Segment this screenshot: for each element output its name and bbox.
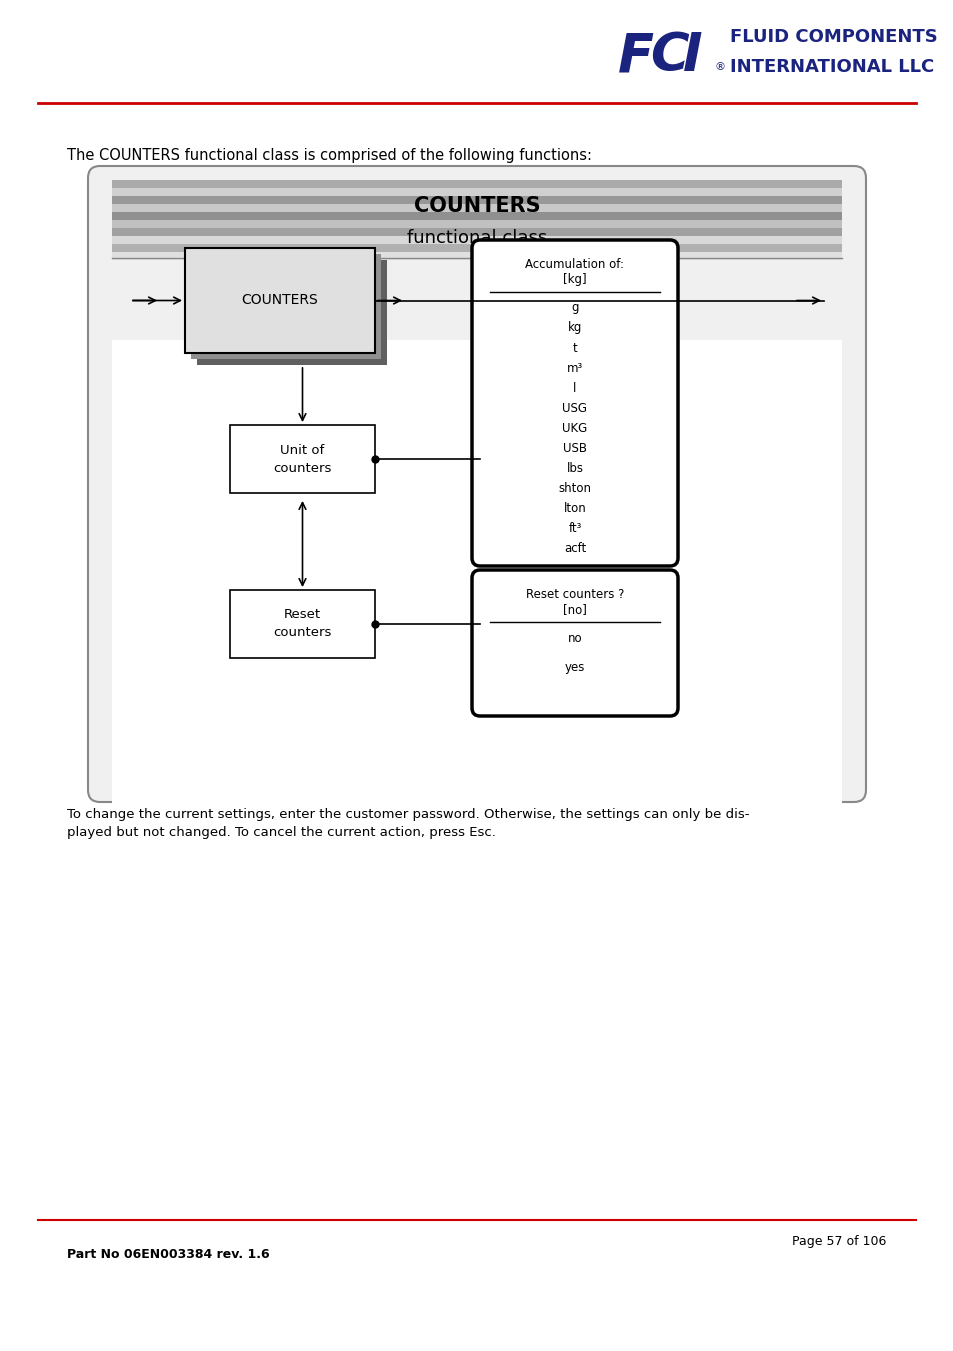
Text: USB: USB: [562, 442, 586, 454]
Text: no: no: [567, 631, 581, 644]
Text: I: I: [682, 30, 702, 82]
Text: To change the current settings, enter the customer password. Otherwise, the sett: To change the current settings, enter th…: [67, 808, 749, 821]
Bar: [112, 236, 841, 245]
Text: played but not changed. To cancel the current action, press Esc.: played but not changed. To cancel the cu…: [67, 825, 496, 839]
Bar: [112, 228, 841, 236]
Text: l: l: [573, 381, 576, 394]
Text: USG: USG: [562, 401, 587, 415]
Text: COUNTERS: COUNTERS: [241, 293, 318, 308]
Text: UKG: UKG: [561, 422, 587, 435]
Text: Part No 06EN003384 rev. 1.6: Part No 06EN003384 rev. 1.6: [67, 1248, 270, 1260]
Text: F: F: [618, 30, 654, 82]
Bar: [191, 254, 380, 359]
Text: yes: yes: [564, 662, 584, 674]
Bar: [112, 253, 841, 259]
Bar: [112, 196, 841, 204]
Bar: [112, 204, 841, 212]
Text: t: t: [572, 342, 577, 354]
Text: g: g: [571, 301, 578, 315]
Bar: [230, 426, 375, 493]
Text: ®: ®: [714, 62, 725, 72]
Text: [no]: [no]: [562, 604, 586, 616]
Text: Reset
counters: Reset counters: [273, 608, 332, 639]
Bar: [112, 188, 841, 196]
Text: shton: shton: [558, 481, 591, 494]
Text: Page 57 of 106: Page 57 of 106: [791, 1235, 885, 1248]
Text: INTERNATIONAL LLC: INTERNATIONAL LLC: [729, 58, 933, 76]
Text: C: C: [649, 30, 688, 82]
Text: m³: m³: [566, 362, 582, 374]
FancyBboxPatch shape: [88, 166, 865, 802]
Text: COUNTERS: COUNTERS: [414, 196, 539, 216]
Bar: [196, 259, 387, 365]
Bar: [112, 180, 841, 188]
Text: [kg]: [kg]: [562, 273, 586, 286]
Bar: [230, 590, 375, 658]
Text: lton: lton: [563, 501, 586, 515]
Text: kg: kg: [567, 322, 581, 335]
Text: FLUID COMPONENTS: FLUID COMPONENTS: [729, 28, 937, 46]
FancyBboxPatch shape: [472, 240, 678, 566]
Text: Accumulation of:: Accumulation of:: [525, 258, 624, 270]
Text: The COUNTERS functional class is comprised of the following functions:: The COUNTERS functional class is compris…: [67, 149, 592, 163]
Text: ft³: ft³: [568, 521, 581, 535]
Bar: [112, 212, 841, 220]
Text: Reset counters ?: Reset counters ?: [525, 588, 623, 600]
Bar: [112, 245, 841, 253]
Text: lbs: lbs: [566, 462, 583, 474]
FancyBboxPatch shape: [472, 570, 678, 716]
Bar: [112, 220, 841, 228]
Text: Unit of
counters: Unit of counters: [273, 443, 332, 474]
Bar: [185, 249, 375, 353]
Bar: [112, 340, 841, 858]
Text: acft: acft: [563, 542, 585, 554]
Text: functional class: functional class: [406, 230, 547, 247]
